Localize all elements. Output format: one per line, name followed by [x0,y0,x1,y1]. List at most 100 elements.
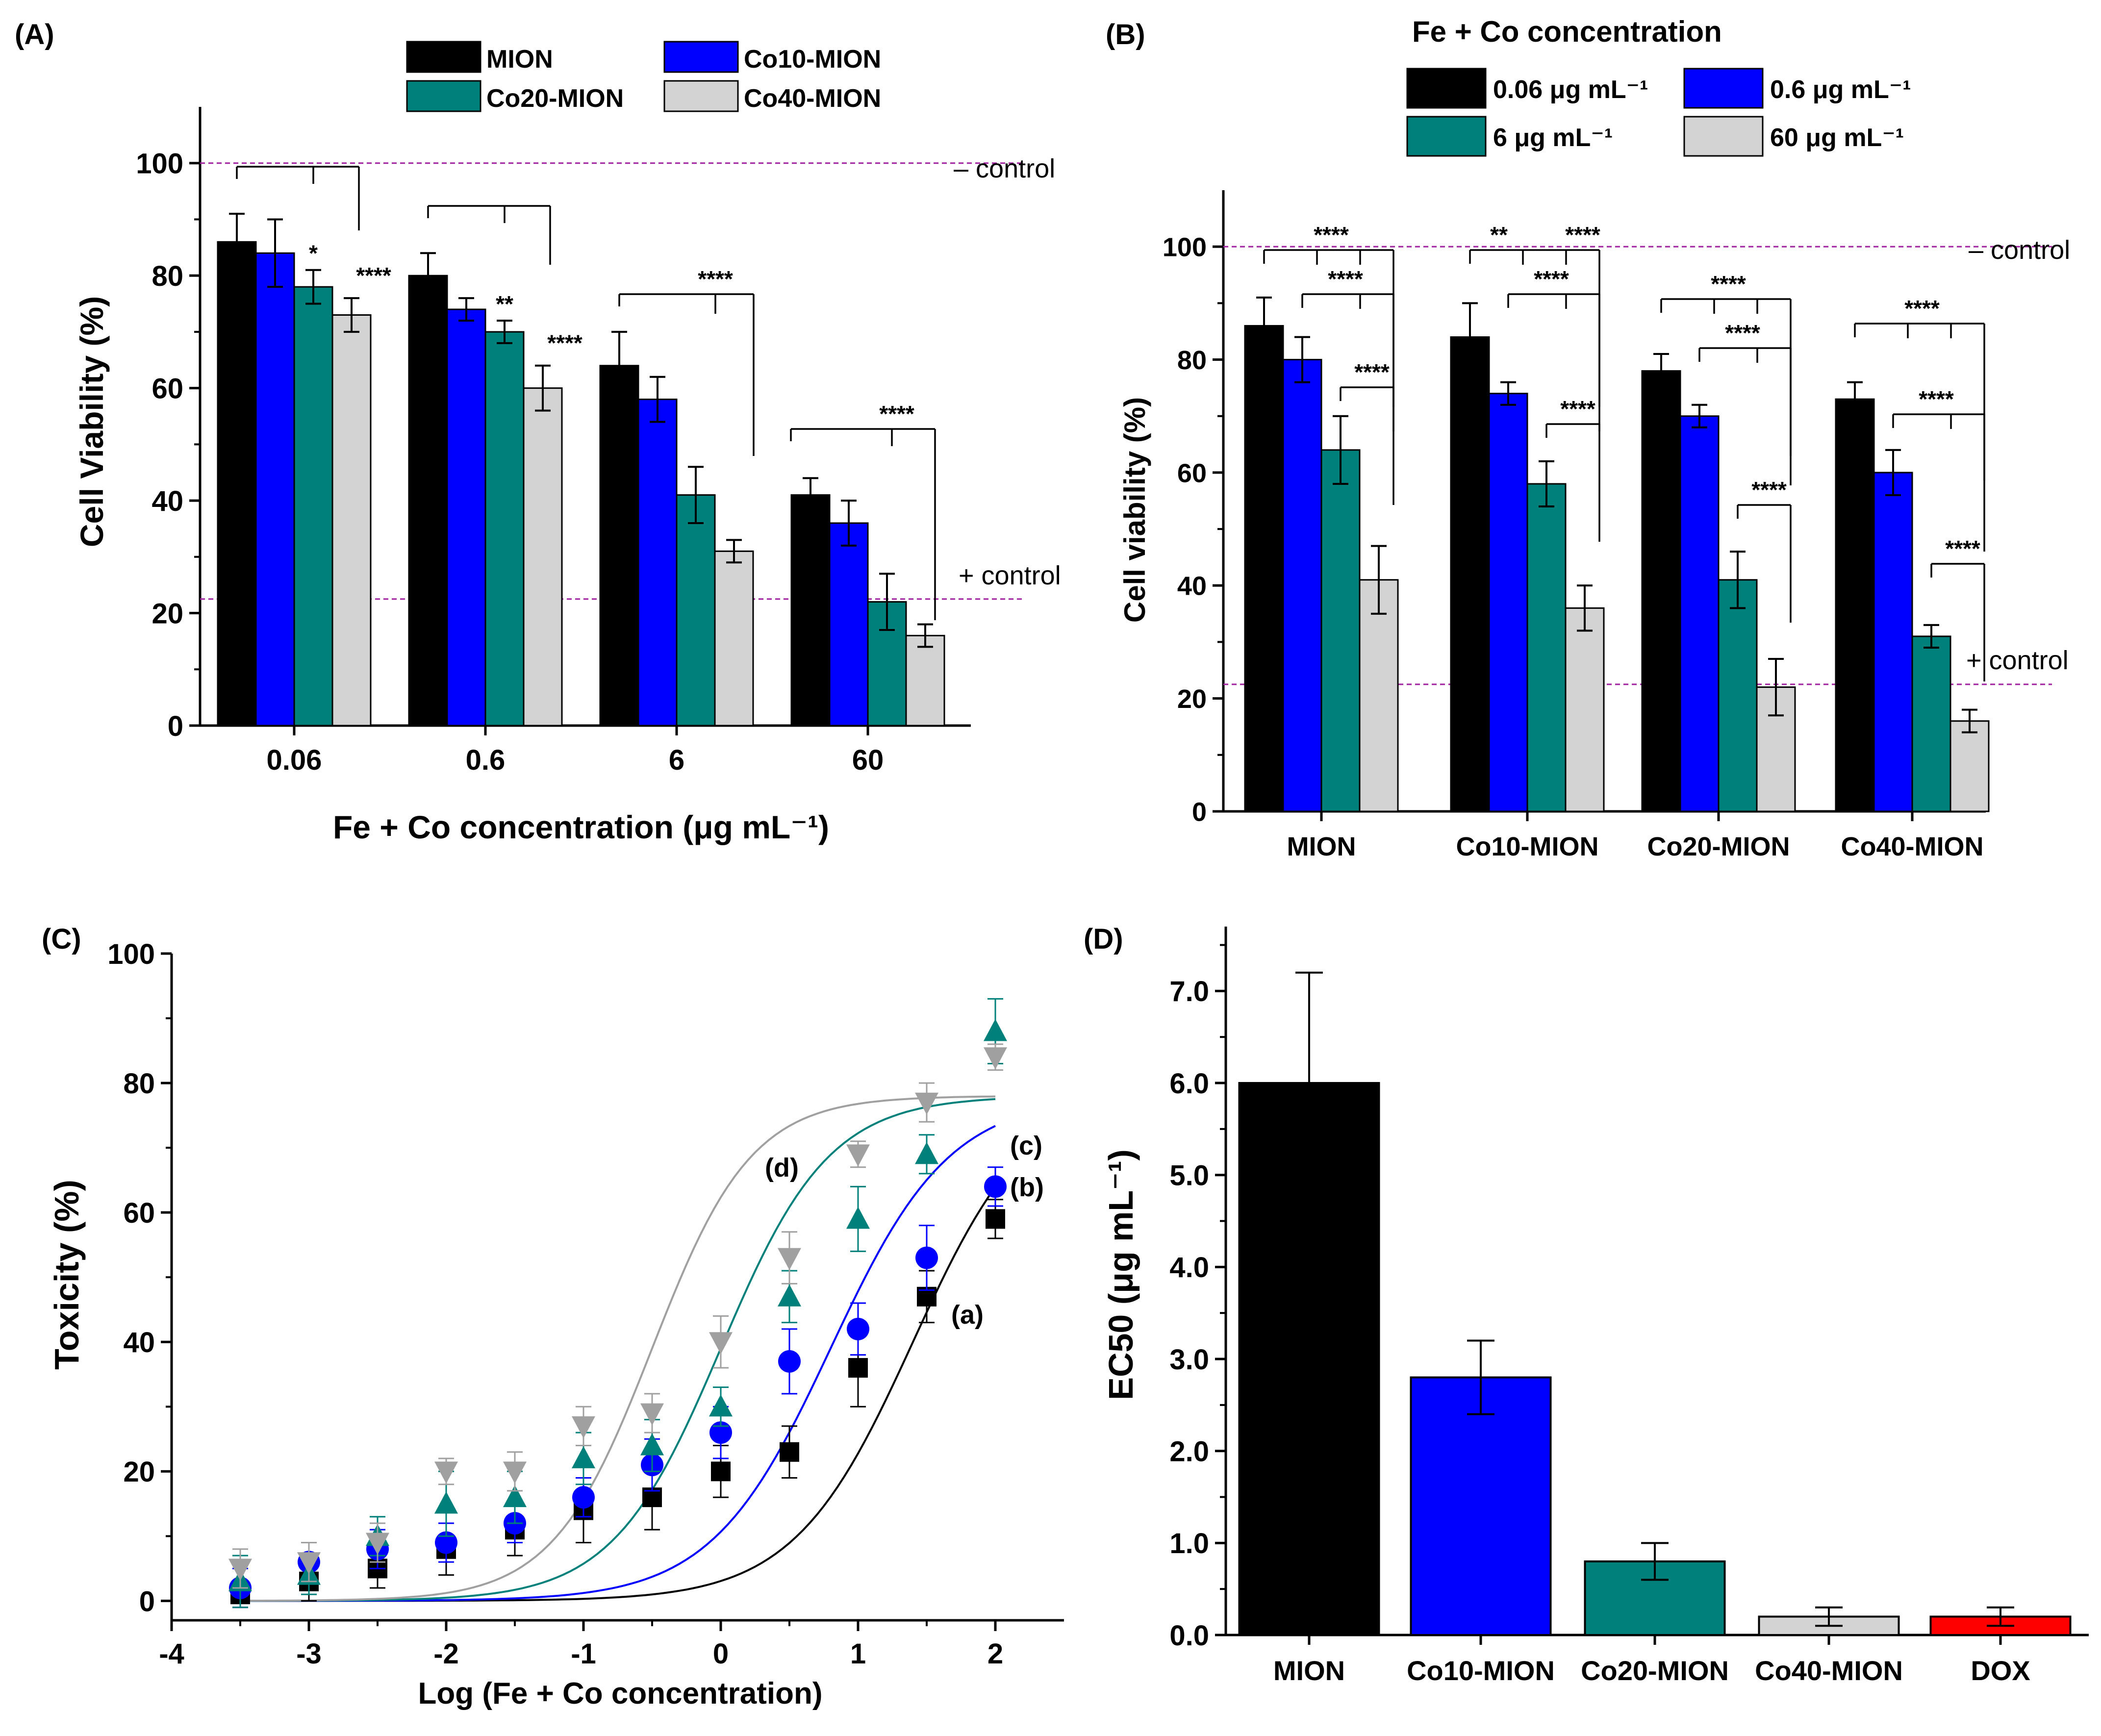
panel-c-y-tick-label: 80 [123,1068,155,1100]
panel-c-y-tick-label: 0 [139,1585,155,1617]
fit-curve-c [240,1098,996,1602]
panel-a-neg-control-label: – control [954,154,1055,183]
bar-co10-mion-0-06 [255,252,295,727]
panel-d-x-tick-label: Co20-MION [1581,1655,1729,1686]
bar-co20-mion-6 [676,494,716,727]
panel-b-y-tick-label: 100 [1163,233,1207,262]
bar-mion-6 [599,365,639,727]
legend-label-conc-006: 0.06 μg mL⁻¹ [1493,75,1648,104]
panel-d-y-axis-label: EC50 (μg mL⁻¹) [1102,1149,1140,1400]
fit-label-d: (d) [765,1153,799,1182]
data-point-a [986,1209,1005,1229]
panel-d-y-tick-label: 2.0 [1169,1436,1209,1468]
bar-co40-mion-0-6 [523,387,563,727]
data-point-c [709,1394,733,1417]
bar-co40-mion-0-06-g-ml [1835,398,1875,812]
panel-a-y-axis-label: Cell Viability (%) [74,296,110,547]
bar-co40-mion-0-6-g-ml [1873,472,1913,812]
bar-mion-0-06-g-ml [1244,325,1284,812]
panel-a-y-tick-label: 100 [136,148,183,180]
panel-c-x-axis-label: Log (Fe + Co concentration) [418,1677,823,1711]
data-point-b [435,1531,457,1554]
legend-swatch-conc-006 [1406,68,1487,109]
data-point-b [984,1175,1007,1198]
panel-b-y-tick-label: 60 [1177,458,1207,488]
fit-curve-a [240,1186,996,1602]
panel-a-label: (A) [15,19,54,50]
bar-co20-mion-0-06-g-ml [1641,370,1681,812]
legend-swatch-co40 [663,80,739,112]
panel-d-x-tick-label: Co40-MION [1755,1655,1903,1686]
bar-co10-mion-0-6 [446,308,486,727]
panel-c-y-axis-label: Toxicity (%) [48,1180,86,1370]
panel-b: (B) Fe + Co concentration 0.06 μg mL⁻¹ 0… [1106,15,2070,861]
data-point-b [778,1350,801,1373]
bar-mion-0-6-g-ml [1282,359,1322,812]
bar-co10-mion-0-6-g-ml [1488,393,1528,812]
panel-b-label: (B) [1106,19,1145,50]
panel-a-x-tick-label: 60 [852,744,884,776]
panel-a-x-tick-label: 0.06 [267,744,322,776]
panel-c-x-tick-label: -3 [296,1638,322,1670]
panel-d-y-tick-label: 3.0 [1169,1344,1209,1376]
fit-label-a: (a) [951,1300,984,1330]
data-point-b [915,1246,938,1269]
data-point-d [503,1461,527,1484]
panel-d-y-tick-label: 0.0 [1169,1620,1209,1652]
legend-label-conc-60: 60 μg mL⁻¹ [1770,124,1904,152]
bar-mion-0-06 [217,241,257,727]
significance-label: **** [698,266,733,292]
significance-label: **** [1565,222,1600,248]
panel-b-x-tick-label: MION [1287,832,1356,861]
panel-b-x-tick-label: Co10-MION [1456,832,1598,861]
panel-a: (A) MION Co10-MION Co20-MION Co40-MION 0… [15,19,1061,845]
bar-co40-mion-60-g-ml [1949,720,1990,812]
bar-co20-mion-0-06 [293,286,333,727]
panel-c-x-tick-label: -2 [433,1638,459,1670]
panel-c-x-tick-label: 1 [850,1638,866,1670]
panel-d-label: (D) [1084,923,1123,955]
panel-b-x-tick-label: Co40-MION [1841,832,1983,861]
data-point-d [846,1144,870,1167]
data-point-c [846,1207,870,1229]
bar-co10-mion-60 [829,522,869,727]
panel-b-y-tick-label: 40 [1177,572,1207,601]
panel-b-y-tick-label: 0 [1192,797,1207,827]
bar-mion-60-g-ml [1359,579,1399,812]
data-point-c [984,1019,1007,1041]
panel-a-x-tick-label: 6 [669,744,684,776]
data-point-d [640,1403,664,1426]
significance-label: **** [1919,386,1954,412]
bar-mion-0-6 [408,275,448,727]
bar-co20-mion-0-6 [484,331,525,727]
panel-b-y-tick-label: 20 [1177,684,1207,714]
legend-label-mion: MION [486,45,553,74]
legend-label-conc-6: 6 μg mL⁻¹ [1493,124,1613,152]
legend-label-conc-06: 0.6 μg mL⁻¹ [1770,75,1911,104]
data-point-a [711,1461,731,1482]
panel-d-y-tick-label: 5.0 [1169,1160,1209,1192]
panel-d-y-tick-label: 1.0 [1169,1528,1209,1560]
panel-c-x-tick-label: 2 [987,1638,1003,1670]
data-point-d [228,1559,252,1581]
panel-d-y-tick-label: 7.0 [1169,976,1209,1007]
data-point-d [915,1092,938,1115]
significance-label: **** [1725,320,1760,346]
data-point-d [709,1332,733,1355]
legend-swatch-mion [406,41,481,73]
data-point-c [915,1142,938,1164]
panel-a-y-tick-label: 60 [152,373,183,405]
panel-d-plot: 0.0 1.0 2.0 3.0 4.0 5.0 6.0 7.0 MION Co10-MION Co2… [1169,927,2089,1686]
data-point-c [640,1433,664,1456]
panel-b-neg-control-label: – control [1969,235,2070,265]
panel-c-plot: 0 20 40 60 80 100 -4 -3 -2 -1 0 1 2 [107,938,1064,1670]
data-point-a [780,1442,799,1462]
significance-label: **** [1711,271,1746,297]
legend-swatch-conc-06 [1683,68,1764,109]
data-point-b [709,1421,732,1444]
legend-label-co20: Co20-MION [486,84,624,113]
data-point-d [984,1047,1007,1070]
bar-mion-60 [790,494,831,727]
significance-label: ** [496,291,513,317]
panel-d-y-tick-label: 4.0 [1169,1252,1209,1283]
